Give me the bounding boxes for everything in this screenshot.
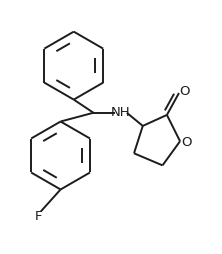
Text: F: F: [35, 210, 42, 223]
Text: NH: NH: [111, 106, 131, 119]
Text: O: O: [181, 136, 191, 149]
Text: O: O: [179, 85, 190, 98]
